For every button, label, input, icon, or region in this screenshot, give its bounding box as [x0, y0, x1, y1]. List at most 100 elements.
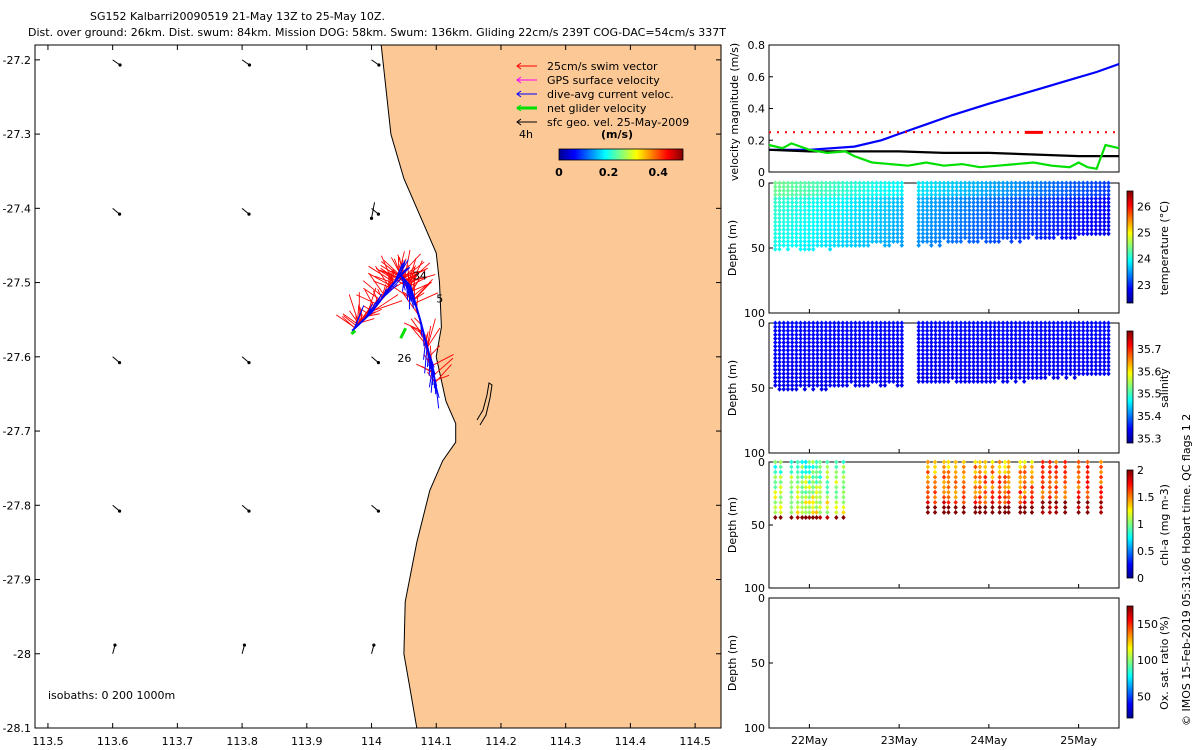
profile-point — [1059, 207, 1065, 213]
profile-point — [979, 188, 985, 194]
profile-point — [1017, 320, 1023, 326]
profile-point — [1102, 347, 1107, 353]
profile-point — [844, 320, 850, 326]
profile-point — [865, 363, 871, 369]
profile-point — [819, 215, 824, 221]
profile-point — [815, 336, 820, 342]
profile-point — [937, 324, 942, 330]
profile-point — [975, 324, 980, 330]
profile-point — [781, 235, 786, 241]
profile-point — [1034, 203, 1039, 209]
profile-point — [1006, 494, 1011, 500]
profile-point — [1043, 347, 1048, 353]
profile-point — [946, 464, 951, 470]
profile-point — [929, 328, 934, 334]
profile-point — [806, 324, 812, 330]
profile-point — [886, 379, 892, 384]
profile-point — [1013, 223, 1018, 229]
profile-point — [946, 347, 951, 353]
profile-point — [778, 509, 783, 515]
profile-point — [832, 359, 837, 365]
profile-point — [807, 504, 812, 510]
profile-point — [1009, 371, 1014, 377]
profile-point — [811, 347, 816, 353]
profile-point — [1068, 223, 1073, 229]
profile-point — [1021, 332, 1027, 338]
profile-point — [1017, 223, 1023, 229]
profile-point — [810, 514, 816, 520]
profile-point — [882, 347, 888, 353]
sfc-velocity-arrow — [112, 207, 122, 216]
profile-point — [937, 188, 942, 194]
profile-point — [1005, 324, 1010, 330]
profile-point — [946, 494, 951, 500]
profile-point — [891, 367, 896, 373]
profile-point — [996, 359, 1002, 365]
map-xtick-label: 114.2 — [485, 735, 517, 748]
depth-colorbar-tick: 35.7 — [1137, 343, 1162, 356]
profile-point — [1021, 231, 1027, 237]
profile-point — [899, 231, 905, 237]
profile-point — [941, 196, 947, 202]
profile-point — [807, 459, 812, 465]
profile-point — [853, 351, 858, 357]
profile-point — [924, 203, 930, 209]
profile-point — [1097, 343, 1103, 349]
profile-point — [983, 184, 989, 190]
profile-point — [785, 227, 791, 233]
profile-point — [929, 367, 934, 373]
profile-point — [841, 489, 846, 495]
profile-point — [819, 324, 824, 330]
profile-point — [1013, 336, 1018, 342]
profile-point — [979, 324, 985, 330]
profile-point — [916, 211, 921, 217]
profile-point — [785, 246, 791, 252]
profile-point — [870, 235, 875, 241]
profile-point — [979, 343, 985, 349]
profile-point — [886, 351, 892, 357]
profile-point — [823, 223, 829, 229]
profile-point — [1051, 340, 1056, 345]
profile-point — [886, 239, 892, 244]
profile-point — [878, 347, 883, 353]
profile-point — [1051, 188, 1056, 194]
profile-point — [973, 459, 978, 465]
profile-point — [1080, 355, 1086, 361]
profile-point — [1093, 340, 1099, 345]
profile-point — [861, 320, 867, 326]
profile-point — [899, 351, 905, 357]
profile-point — [827, 340, 833, 345]
profile-point — [1076, 227, 1082, 233]
profile-point — [878, 219, 883, 225]
profile-point — [1068, 235, 1073, 241]
profile-point — [916, 223, 921, 229]
profile-point — [1076, 211, 1082, 217]
profile-point — [891, 351, 896, 357]
profile-point — [1106, 343, 1111, 349]
profile-point — [1034, 324, 1039, 330]
profile-point — [811, 211, 816, 217]
profile-point — [992, 367, 997, 373]
profile-point — [823, 340, 829, 345]
profile-point — [1000, 375, 1006, 381]
profile-point — [997, 479, 1002, 485]
profile-point — [1029, 469, 1035, 475]
profile-point — [997, 474, 1002, 480]
profile-point — [794, 371, 799, 377]
profile-point — [924, 227, 930, 233]
profile-point — [836, 371, 841, 377]
profile-point — [1040, 494, 1045, 500]
profile-point — [1064, 343, 1069, 349]
profile-point — [1000, 211, 1006, 217]
profile-point — [878, 375, 883, 381]
profile-point — [878, 227, 883, 233]
profile-point — [849, 211, 854, 217]
profile-point — [832, 242, 837, 248]
profile-point — [785, 340, 791, 345]
swim-vector — [403, 322, 424, 332]
profile-point — [823, 379, 829, 384]
profile-point — [895, 332, 900, 338]
profile-point — [836, 332, 841, 338]
profile-point — [1051, 219, 1056, 225]
profile-point — [836, 203, 841, 209]
